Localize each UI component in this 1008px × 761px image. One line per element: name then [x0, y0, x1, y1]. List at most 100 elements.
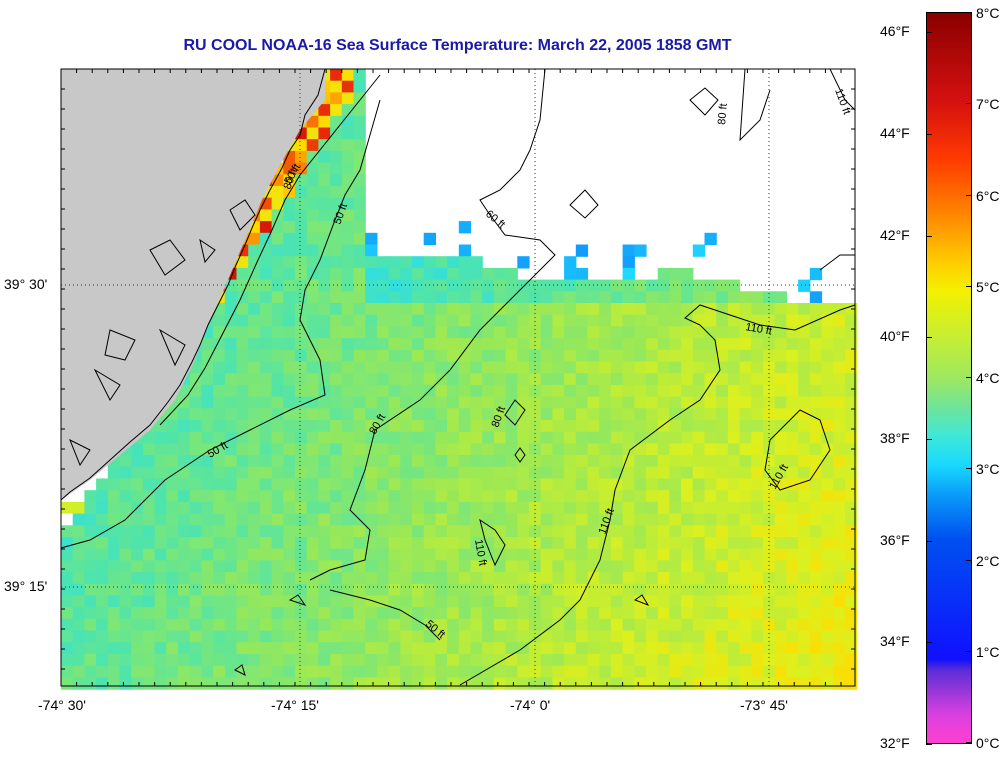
sst-pixel — [341, 174, 355, 187]
sst-pixel — [189, 607, 202, 620]
sst-pixel — [482, 642, 495, 655]
sst-pixel — [283, 373, 296, 386]
sst-pixel — [505, 443, 518, 456]
sst-pixel — [271, 361, 284, 374]
sst-pixel — [540, 408, 553, 421]
sst-pixel — [435, 501, 448, 515]
sst-pixel — [376, 548, 390, 561]
sst-pixel — [529, 373, 542, 386]
sst-pixel — [423, 303, 436, 316]
sst-pixel — [107, 490, 121, 503]
sst-pixel — [458, 572, 472, 585]
sst-pixel — [681, 326, 694, 339]
sst-pixel — [306, 607, 319, 620]
sst-pixel — [634, 607, 647, 620]
sst-pixel — [142, 455, 156, 468]
sst-pixel — [259, 490, 273, 503]
sst-pixel — [821, 630, 834, 643]
sst-pixel — [458, 607, 472, 620]
sst-pixel — [131, 665, 144, 678]
sst-pixel — [564, 420, 577, 433]
sst-pixel — [213, 455, 226, 468]
sst-pixel — [131, 548, 144, 561]
sst-pixel — [189, 560, 202, 573]
sst-pixel — [248, 572, 261, 585]
graticule — [61, 69, 855, 686]
sst-pixel — [681, 373, 694, 386]
sst-pixel — [587, 583, 600, 597]
sst-pixel — [271, 420, 284, 433]
sst-pixel — [622, 548, 635, 561]
sst-pixel — [400, 665, 413, 678]
sst-pixel — [763, 466, 776, 480]
sst-pixel — [587, 443, 600, 456]
sst-pixel — [657, 654, 670, 667]
sst-pixel — [388, 654, 401, 667]
sst-pixel — [388, 595, 401, 608]
sst-pixel — [493, 607, 507, 620]
sst-pixel — [107, 677, 121, 690]
sst-pixel — [84, 572, 97, 585]
sst-pixel — [259, 618, 273, 632]
sst-pixel — [529, 677, 542, 690]
sst-pixel — [330, 150, 343, 164]
sst-pixel — [142, 560, 156, 573]
sst-pixel — [575, 618, 589, 632]
sst-pixel — [353, 303, 366, 316]
sst-pixel — [318, 443, 331, 456]
sst-pixel — [318, 291, 331, 304]
sst-pixel — [517, 501, 530, 515]
sst-pixel — [470, 665, 483, 678]
sst-pixel — [844, 572, 858, 585]
sst-pixel — [178, 420, 191, 433]
sst-pixel — [610, 548, 624, 561]
sst-pixel — [84, 630, 97, 643]
sst-pixel — [482, 466, 495, 480]
sst-pixel — [610, 326, 624, 339]
sst-pixel — [669, 677, 682, 690]
sst-pixel — [564, 349, 577, 363]
sst-pixel — [447, 572, 460, 585]
sst-pixel — [564, 572, 577, 585]
sst-pixel — [727, 279, 741, 292]
sst-pixel — [751, 572, 764, 585]
sst-pixel — [610, 654, 624, 667]
sst-pixel — [318, 326, 331, 339]
sst-pixel — [201, 455, 214, 468]
map-frame — [60, 68, 856, 687]
sst-pixel — [587, 384, 600, 398]
sst-pixel — [435, 466, 448, 480]
sst-pixel — [716, 607, 729, 620]
sst-pixel — [844, 513, 858, 526]
sst-pixel — [552, 583, 565, 597]
sst-pixel — [306, 630, 319, 643]
colorbar-fahrenheit-label: 46°F — [880, 23, 910, 40]
sst-pixel — [505, 583, 518, 597]
sst-pixel — [529, 478, 542, 491]
sst-pixel — [774, 420, 787, 433]
x-tick-label: -74° 15' — [271, 697, 319, 713]
sst-pixel — [318, 490, 331, 503]
sst-pixel — [435, 572, 448, 585]
colorbar-fahrenheit-label: 42°F — [880, 226, 910, 243]
sst-pixel — [388, 384, 401, 398]
sst-pixel — [330, 431, 343, 444]
sst-pixel — [458, 338, 472, 351]
sst-pixel — [283, 642, 296, 655]
sst-pixel — [470, 443, 483, 456]
sst-pixel — [259, 548, 273, 561]
sst-pixel — [763, 654, 776, 667]
sst-pixel — [493, 279, 507, 292]
sst-pixel — [505, 654, 518, 667]
sst-pixel — [821, 537, 834, 550]
sst-pixel — [482, 560, 495, 573]
sst-pixel — [353, 583, 366, 597]
sst-pixel — [599, 408, 612, 421]
sst-pixel — [774, 349, 787, 363]
sst-pixel — [517, 607, 530, 620]
sst-pixel — [423, 279, 436, 292]
sst-pixel — [634, 654, 647, 667]
sst-pixel — [622, 267, 635, 281]
sst-pixel — [318, 466, 331, 480]
sst-pixel — [727, 677, 741, 690]
